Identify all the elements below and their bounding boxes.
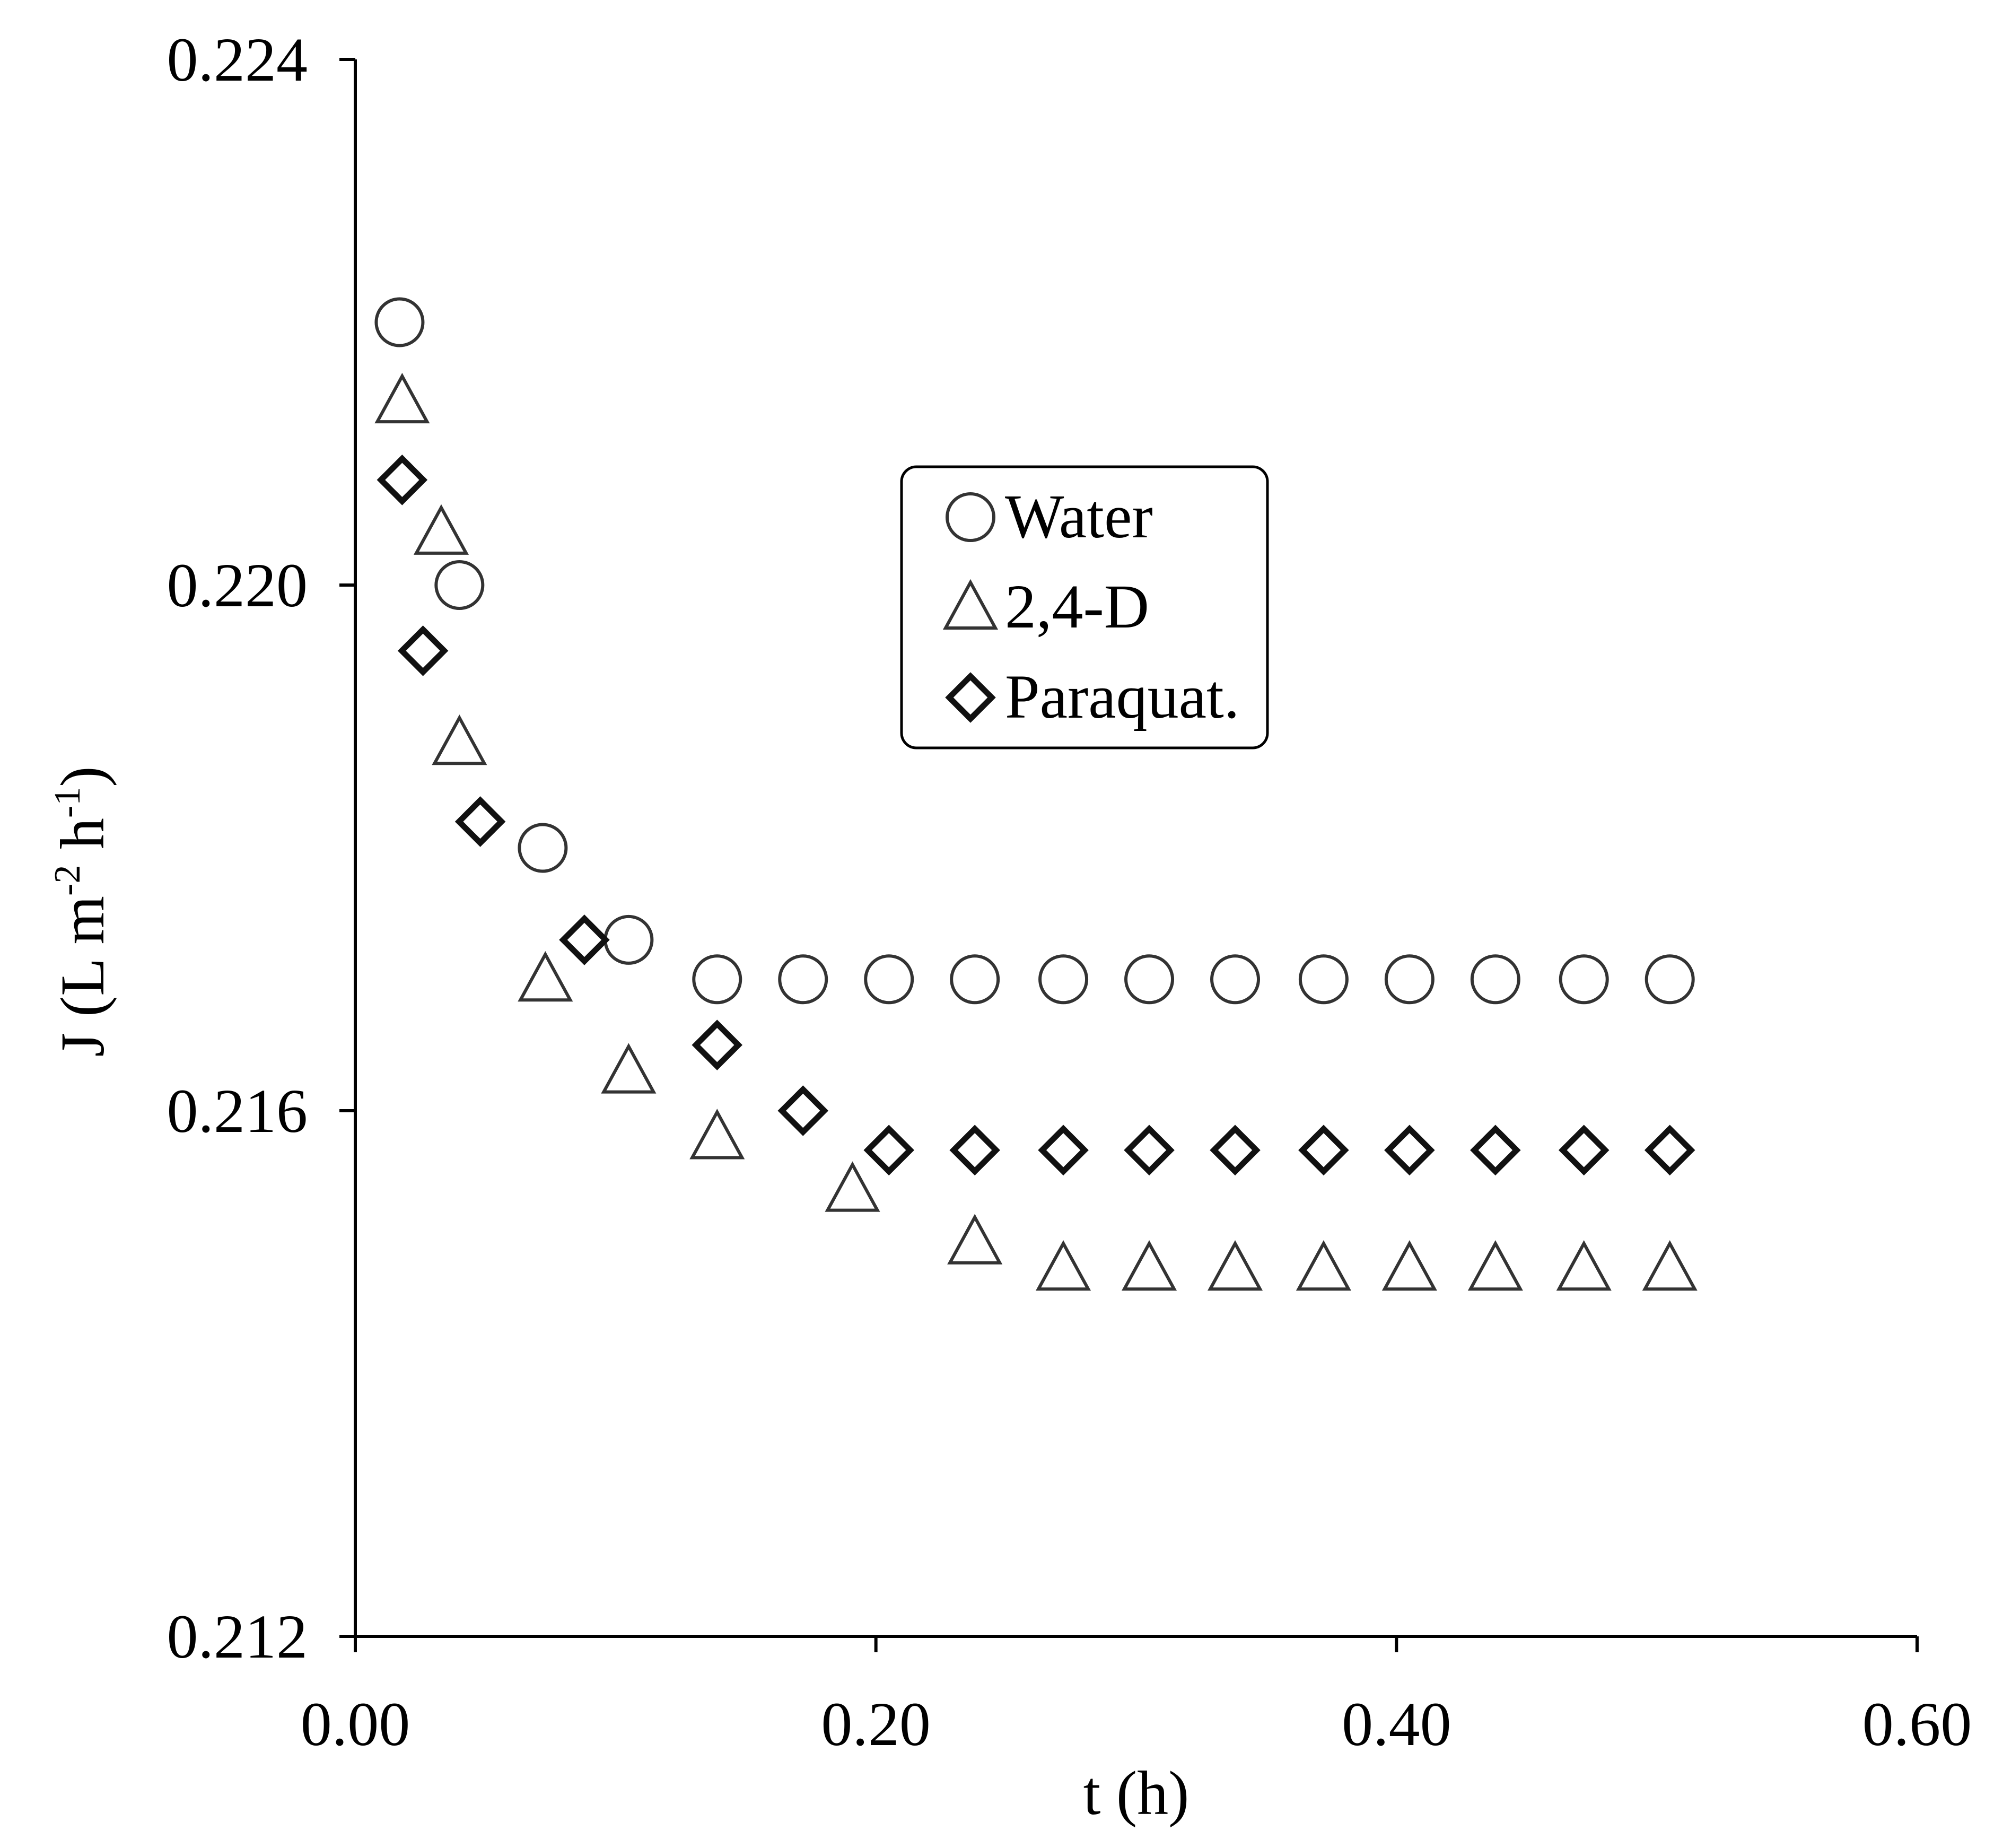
circle-point xyxy=(374,297,425,347)
diamond-point xyxy=(1384,1125,1435,1176)
legend-triangle-marker xyxy=(942,579,999,630)
triangle-point xyxy=(947,1214,1003,1265)
legend-label: Paraquat. xyxy=(1005,662,1239,731)
x-tick-label: 0.20 xyxy=(821,1689,931,1759)
x-tick-label: 0.60 xyxy=(1862,1689,1972,1759)
diamond-point xyxy=(1298,1125,1349,1176)
circle-point xyxy=(1559,954,1609,1005)
x-ticks: 0.00 0.20 0.40 0.60 xyxy=(301,1636,1972,1759)
circle-point xyxy=(1645,954,1695,1005)
diamond-point xyxy=(377,455,428,505)
legend: Water 2,4-D Paraquat. xyxy=(900,465,1269,749)
diamond-point xyxy=(1210,1125,1261,1176)
triangle-point xyxy=(1556,1240,1612,1291)
diamond-point xyxy=(949,1125,1000,1176)
triangle-point xyxy=(1467,1240,1523,1291)
circle-point xyxy=(692,954,742,1005)
triangle-point xyxy=(601,1043,657,1094)
y-axis-label-sup1: -2 xyxy=(47,865,88,896)
triangle-point xyxy=(374,372,430,424)
y-axis-label-sup2: -1 xyxy=(47,787,88,818)
legend-diamond-marker xyxy=(945,672,996,723)
diamond-point xyxy=(863,1125,914,1176)
triangle-point xyxy=(518,951,573,1002)
x-tick-label: 0.40 xyxy=(1342,1689,1451,1759)
triangle-point xyxy=(1381,1240,1437,1291)
diamond-point xyxy=(1124,1125,1175,1176)
x-axis-label: t (h) xyxy=(1083,1758,1189,1828)
circle-point xyxy=(1298,954,1349,1005)
triangle-point xyxy=(1207,1240,1263,1291)
diamond-point xyxy=(1470,1125,1521,1176)
triangle-point xyxy=(1642,1240,1698,1291)
y-axis-label-mid: h xyxy=(48,818,117,865)
series-triangle xyxy=(374,372,1698,1291)
triangle-point xyxy=(432,714,487,765)
circle-point xyxy=(864,954,914,1005)
triangle-point xyxy=(413,504,469,555)
diamond-point xyxy=(777,1085,829,1136)
circle-point xyxy=(1384,954,1435,1005)
triangle-point xyxy=(1296,1240,1351,1291)
diamond-point xyxy=(692,1019,743,1070)
series-circle xyxy=(374,297,1695,1005)
y-axis-label: J (L m-2 h-1) xyxy=(47,766,117,1057)
y-tick-label: 0.216 xyxy=(167,1076,308,1146)
y-tick-label: 0.224 xyxy=(167,25,308,94)
circle-point xyxy=(778,954,828,1005)
legend-label: 2,4-D xyxy=(1005,572,1149,641)
diamond-point xyxy=(1558,1125,1610,1176)
y-axis-label-main: J (L m xyxy=(48,896,117,1057)
legend-circle-marker xyxy=(946,492,995,542)
diamond-point xyxy=(454,796,506,847)
y-ticks: 0.212 0.216 0.220 0.224 xyxy=(167,25,355,1671)
circle-point xyxy=(1038,954,1089,1005)
series-diamond xyxy=(377,455,1695,1176)
x-tick-label: 0.00 xyxy=(301,1689,410,1759)
triangle-point xyxy=(1036,1240,1091,1291)
legend-box xyxy=(900,465,1269,749)
triangle-point xyxy=(825,1161,880,1212)
circle-point xyxy=(518,823,568,873)
diamond-point xyxy=(1644,1125,1695,1176)
circle-point xyxy=(950,954,1000,1005)
diamond-point xyxy=(559,914,610,965)
diamond-point xyxy=(397,625,449,676)
y-tick-label: 0.212 xyxy=(167,1602,308,1671)
legend-items: Water 2,4-D Paraquat. xyxy=(942,482,1239,731)
circle-point xyxy=(434,560,485,610)
axes xyxy=(354,59,1917,1638)
triangle-point xyxy=(1121,1240,1177,1291)
y-axis-label-end: ) xyxy=(48,766,117,787)
circle-point xyxy=(1470,954,1520,1005)
diamond-point xyxy=(1038,1125,1089,1176)
circle-point xyxy=(1210,954,1261,1005)
triangle-point xyxy=(689,1109,745,1160)
legend-label: Water xyxy=(1005,482,1153,551)
y-tick-label: 0.220 xyxy=(167,551,308,620)
circle-point xyxy=(1124,954,1175,1005)
data-markers xyxy=(374,297,1698,1291)
